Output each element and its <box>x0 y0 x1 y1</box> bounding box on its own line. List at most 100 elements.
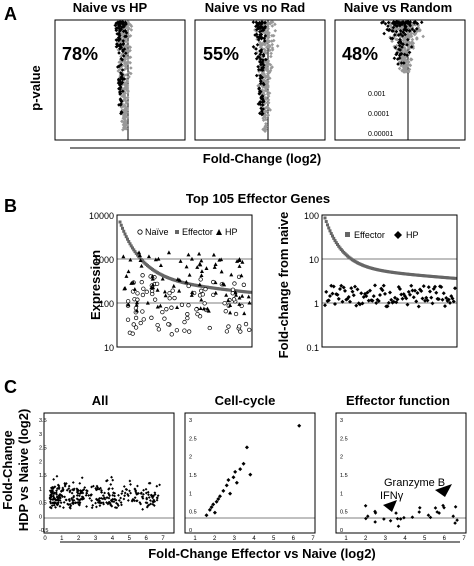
volcano-point <box>114 38 119 42</box>
all-gene-point <box>115 506 119 510</box>
volcano-point <box>252 46 257 51</box>
volcano-point <box>120 68 125 72</box>
hp-fold-point <box>338 287 342 292</box>
volcano-point <box>407 40 411 45</box>
all-gene-point <box>120 503 123 507</box>
naive-point <box>237 324 242 329</box>
all-gene-point <box>101 494 105 498</box>
all-gene-point <box>108 494 112 498</box>
volcano-point <box>254 73 259 78</box>
volcano-point <box>266 75 270 79</box>
cell-cycle-point <box>234 480 239 485</box>
volcano-point <box>266 98 271 102</box>
volcano-point <box>124 51 128 56</box>
hp-fold-point <box>368 288 372 293</box>
volcano-point <box>121 42 125 47</box>
effector-function-point <box>437 511 441 515</box>
volcano-point <box>262 111 267 116</box>
all-gene-point <box>142 492 145 496</box>
volcano-point <box>117 64 121 69</box>
all-gene-point <box>67 487 71 491</box>
volcano-point <box>257 55 262 60</box>
volcano-point <box>415 37 419 41</box>
all-gene-point <box>90 499 94 503</box>
volcano-point <box>392 23 397 27</box>
volcano-point <box>129 28 134 32</box>
hp-fold-point <box>383 291 387 296</box>
all-gene-point <box>145 496 149 500</box>
volcano-point <box>128 45 133 50</box>
volcano-point <box>257 40 262 44</box>
volcano-point <box>122 125 126 130</box>
volcano-point <box>404 58 408 62</box>
naive-point <box>182 319 187 325</box>
volcano-point <box>125 100 130 105</box>
hp-point <box>197 251 202 256</box>
hp-point <box>124 274 129 278</box>
hp-fold-point <box>340 299 345 304</box>
volcano-point <box>121 54 126 58</box>
volcano-point <box>254 20 259 25</box>
effector-point <box>119 223 123 227</box>
hp-point <box>186 252 191 257</box>
volcano-point <box>410 27 415 31</box>
all-gene-point <box>99 486 102 490</box>
all-gene-point <box>59 490 63 493</box>
effector-point <box>129 244 133 248</box>
all-gene-point <box>94 488 98 492</box>
effector-point <box>123 232 127 236</box>
c-xtick: 4 <box>403 536 407 542</box>
hp-fold-point <box>348 299 352 304</box>
c-ytick: 1 <box>340 491 343 497</box>
volcano-point <box>254 47 258 51</box>
all-gene-point <box>56 502 60 506</box>
volcano-point <box>251 45 256 49</box>
effector-point <box>121 226 124 230</box>
volcano-point <box>125 48 130 53</box>
legend-right-effector: Effector <box>354 230 385 240</box>
c-xtick: 7 <box>462 536 466 542</box>
volcano-point <box>395 51 399 55</box>
volcano-point <box>268 62 273 67</box>
effector-function-point <box>373 520 377 524</box>
volcano-point <box>268 21 273 25</box>
hp-point <box>134 302 139 307</box>
hp-fold-point <box>400 296 405 301</box>
cell-cycle-point <box>209 505 214 510</box>
hp-point <box>198 306 203 310</box>
effector-function-point <box>428 515 433 520</box>
volcano-point <box>271 33 276 38</box>
hp-point <box>228 310 233 315</box>
all-gene-point <box>81 495 85 499</box>
all-gene-point <box>74 501 78 505</box>
volcano-point <box>127 34 131 39</box>
cell-cycle-point <box>204 513 209 518</box>
volcano-point <box>269 66 274 70</box>
all-gene-point <box>111 478 115 482</box>
all-gene-point <box>84 493 88 497</box>
all-gene-point <box>71 502 75 506</box>
volcano-point <box>401 38 406 43</box>
all-gene-point <box>136 484 139 488</box>
hp-point <box>139 263 144 268</box>
volcano-point <box>408 20 413 24</box>
volcano-point <box>265 68 269 72</box>
volcano-point <box>258 74 263 78</box>
effector-fold-point <box>334 241 338 245</box>
all-gene-point <box>141 507 145 511</box>
volcano-point <box>129 71 133 76</box>
volcano-point <box>379 21 384 25</box>
hp-fold-point <box>448 300 452 305</box>
all-gene-point <box>76 488 80 492</box>
volcano-point <box>115 32 120 36</box>
b-left-ytick-2: 100 <box>99 299 114 309</box>
hp-point <box>155 304 160 309</box>
all-gene-point <box>122 497 126 501</box>
effector-function-point <box>451 514 456 519</box>
volcano-point <box>117 23 122 27</box>
hp-fold-point <box>323 303 327 308</box>
hp-fold-point <box>349 286 354 291</box>
volcano-point <box>393 33 397 37</box>
all-gene-point <box>126 499 130 502</box>
effector-function-point <box>365 514 370 519</box>
